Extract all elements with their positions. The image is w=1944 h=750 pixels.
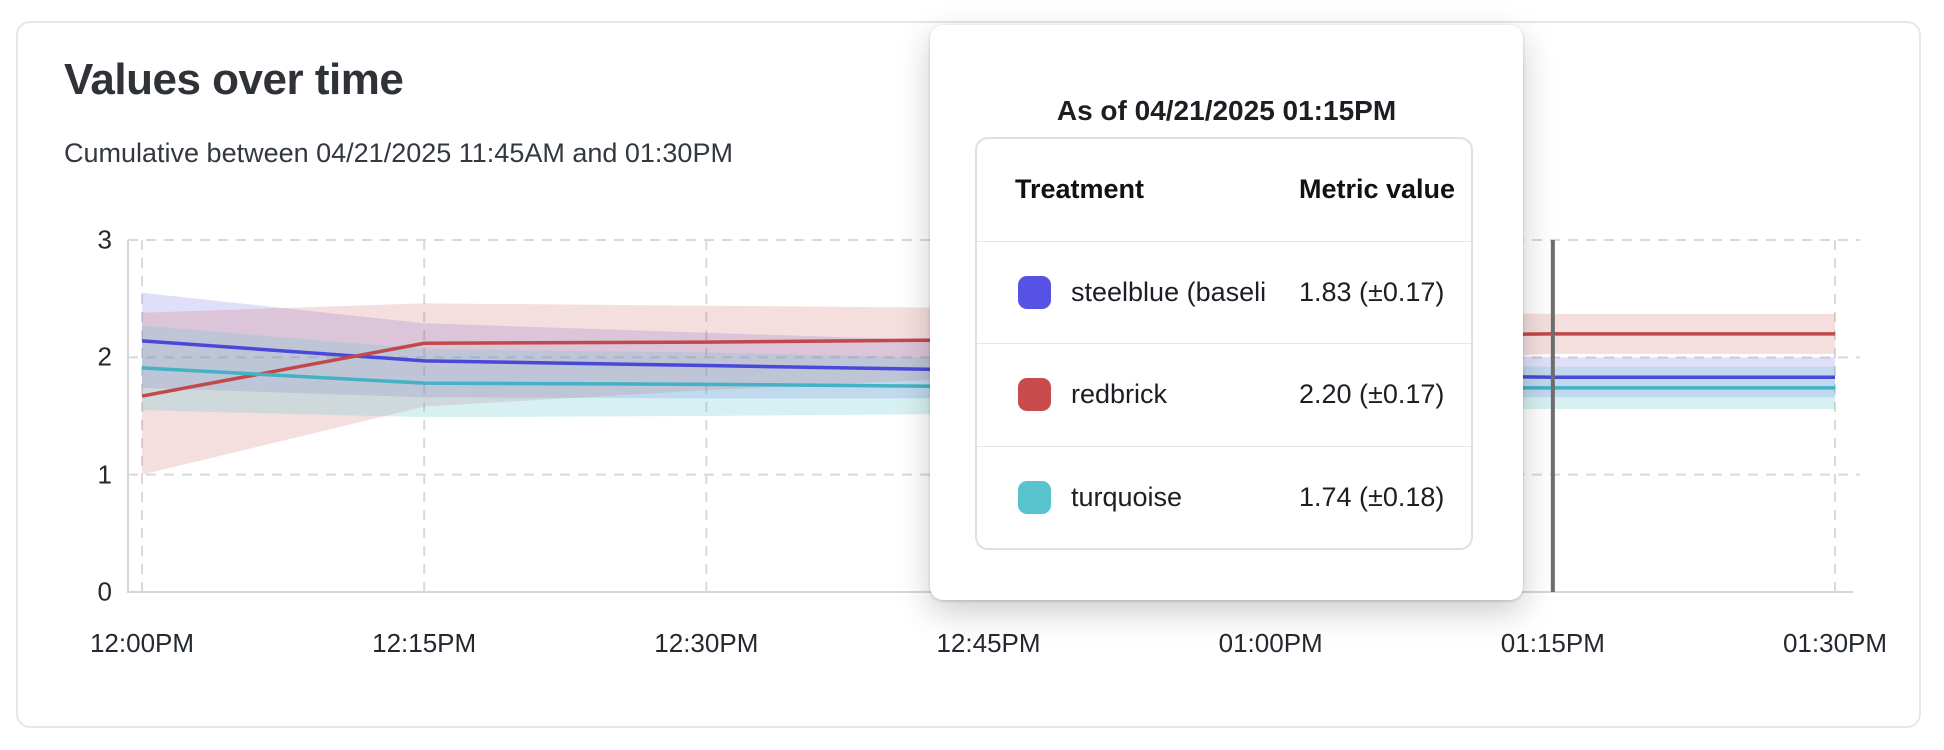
steelblue-series-swatch: [1018, 275, 1051, 309]
x-axis-tick-label: 12:45PM: [936, 628, 1041, 658]
x-axis-tick-label: 01:00PM: [1218, 628, 1323, 658]
y-axis-tick-label: 0: [97, 576, 112, 607]
redbrick-series-swatch: [1018, 378, 1051, 412]
table-row: steelblue (baseli 1.83 (±0.17): [977, 240, 1471, 344]
treatment-name: steelblue (baseli: [1071, 276, 1267, 307]
table-row: turquoise 1.74 (±0.18): [977, 445, 1471, 549]
x-axis-tick-label: 12:15PM: [372, 628, 477, 658]
table-row: redbrick 2.20 (±0.17): [977, 343, 1471, 446]
tooltip-title: As of 04/21/2025 01:15PM: [1056, 95, 1397, 126]
y-axis-tick-label: 3: [97, 224, 112, 255]
y-axis-tick-label: 2: [97, 341, 112, 372]
treatment-name: redbrick: [1071, 379, 1168, 410]
metric-value: 2.20 (±0.17): [1299, 379, 1445, 410]
metric-value: 1.83 (±0.17): [1299, 276, 1445, 307]
treatment-name: turquoise: [1071, 481, 1183, 512]
page-title: Values over time: [64, 55, 404, 104]
y-axis-tick-label: 1: [97, 459, 112, 490]
chart-subtitle: Cumulative between 04/21/2025 11:45AM an…: [64, 138, 733, 168]
metric-value: 1.74 (±0.18): [1299, 481, 1445, 512]
x-axis-tick-label: 12:30PM: [654, 628, 759, 658]
column-header-treatment: Treatment: [1015, 174, 1145, 205]
x-axis-tick-label: 12:00PM: [89, 628, 195, 658]
x-axis-tick-label: 01:15PM: [1500, 628, 1605, 658]
hover-tooltip: As of 04/21/2025 01:15PM Treatment Metri…: [930, 25, 1523, 600]
column-header-metric-value: Metric value: [1299, 174, 1456, 205]
tooltip-table-header: Treatment Metric value: [977, 139, 1471, 241]
tooltip-table: Treatment Metric value steelblue (baseli…: [975, 137, 1473, 550]
x-axis-tick-label: 01:30PM: [1782, 628, 1888, 658]
turquoise-series-swatch: [1018, 480, 1051, 514]
